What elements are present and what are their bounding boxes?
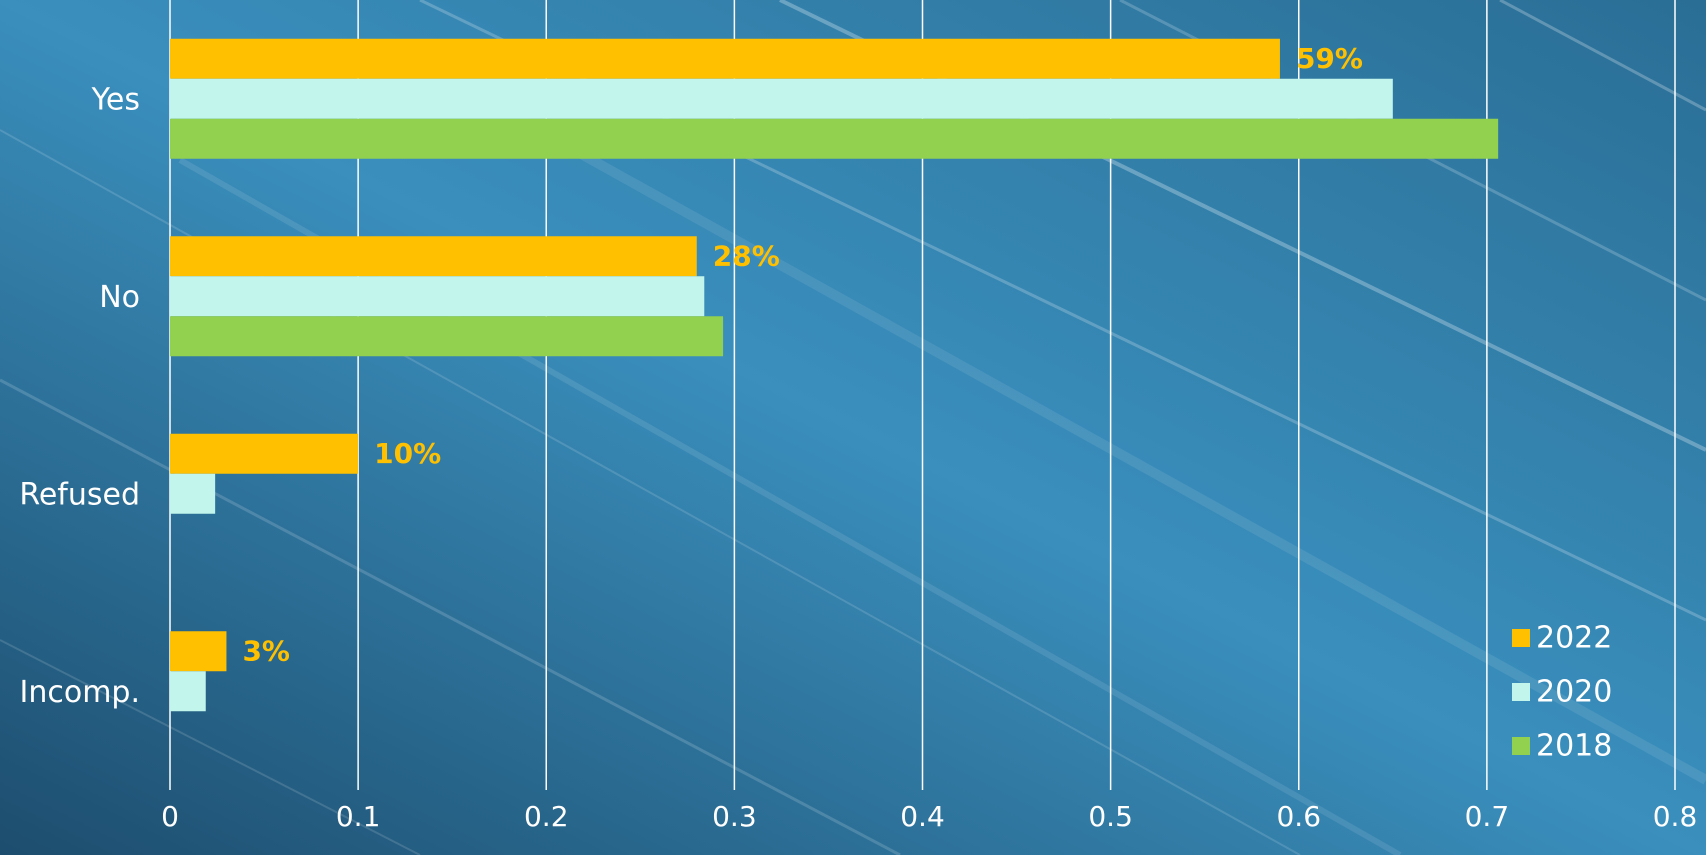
- x-tick-label: 0.8: [1653, 800, 1698, 833]
- legend-swatch: [1512, 737, 1530, 755]
- bar-2022-refused: [170, 433, 359, 474]
- bar-2020-incomp: [170, 671, 206, 712]
- bar-2020-yes: [170, 78, 1393, 119]
- category-label: Incomp.: [19, 675, 140, 710]
- data-label: 10%: [374, 437, 441, 470]
- bar-2020-no: [170, 276, 705, 317]
- data-labels: 59% 28% 10% 3%: [242, 42, 1363, 668]
- data-label: 3%: [242, 634, 290, 667]
- legend-swatch: [1512, 683, 1530, 701]
- x-tick-label: 0: [161, 800, 179, 833]
- x-tick-label: 0.1: [336, 800, 381, 833]
- legend-label: 2020: [1536, 675, 1612, 710]
- bar-2018-no: [170, 316, 724, 357]
- category-axis: Yes No Refused Incomp.: [19, 82, 140, 710]
- category-label: Refused: [19, 477, 140, 512]
- legend: 2022 2020 2018: [1512, 621, 1612, 764]
- bar-2022-incomp: [170, 631, 227, 672]
- x-tick-label: 0.5: [1088, 800, 1133, 833]
- x-tick-label: 0.6: [1276, 800, 1321, 833]
- bar-2022-yes: [170, 38, 1280, 79]
- category-label: No: [99, 280, 140, 315]
- data-label: 28%: [713, 239, 780, 272]
- legend-label: 2022: [1536, 621, 1612, 656]
- x-tick-label: 0.7: [1465, 800, 1510, 833]
- bar-2020-refused: [170, 473, 216, 514]
- bar-2018-yes: [170, 118, 1499, 159]
- legend-swatch: [1512, 629, 1530, 647]
- data-label: 59%: [1296, 42, 1363, 75]
- x-tick-label: 0.4: [900, 800, 945, 833]
- legend-label: 2018: [1536, 729, 1612, 764]
- bar-2022-no: [170, 236, 697, 277]
- bars: [170, 38, 1499, 712]
- x-tick-label: 0.2: [524, 800, 569, 833]
- x-tick-label: 0.3: [712, 800, 757, 833]
- category-label: Yes: [91, 82, 140, 117]
- value-axis: 0 0.1 0.2 0.3 0.4 0.5 0.6 0.7 0.8: [161, 800, 1697, 833]
